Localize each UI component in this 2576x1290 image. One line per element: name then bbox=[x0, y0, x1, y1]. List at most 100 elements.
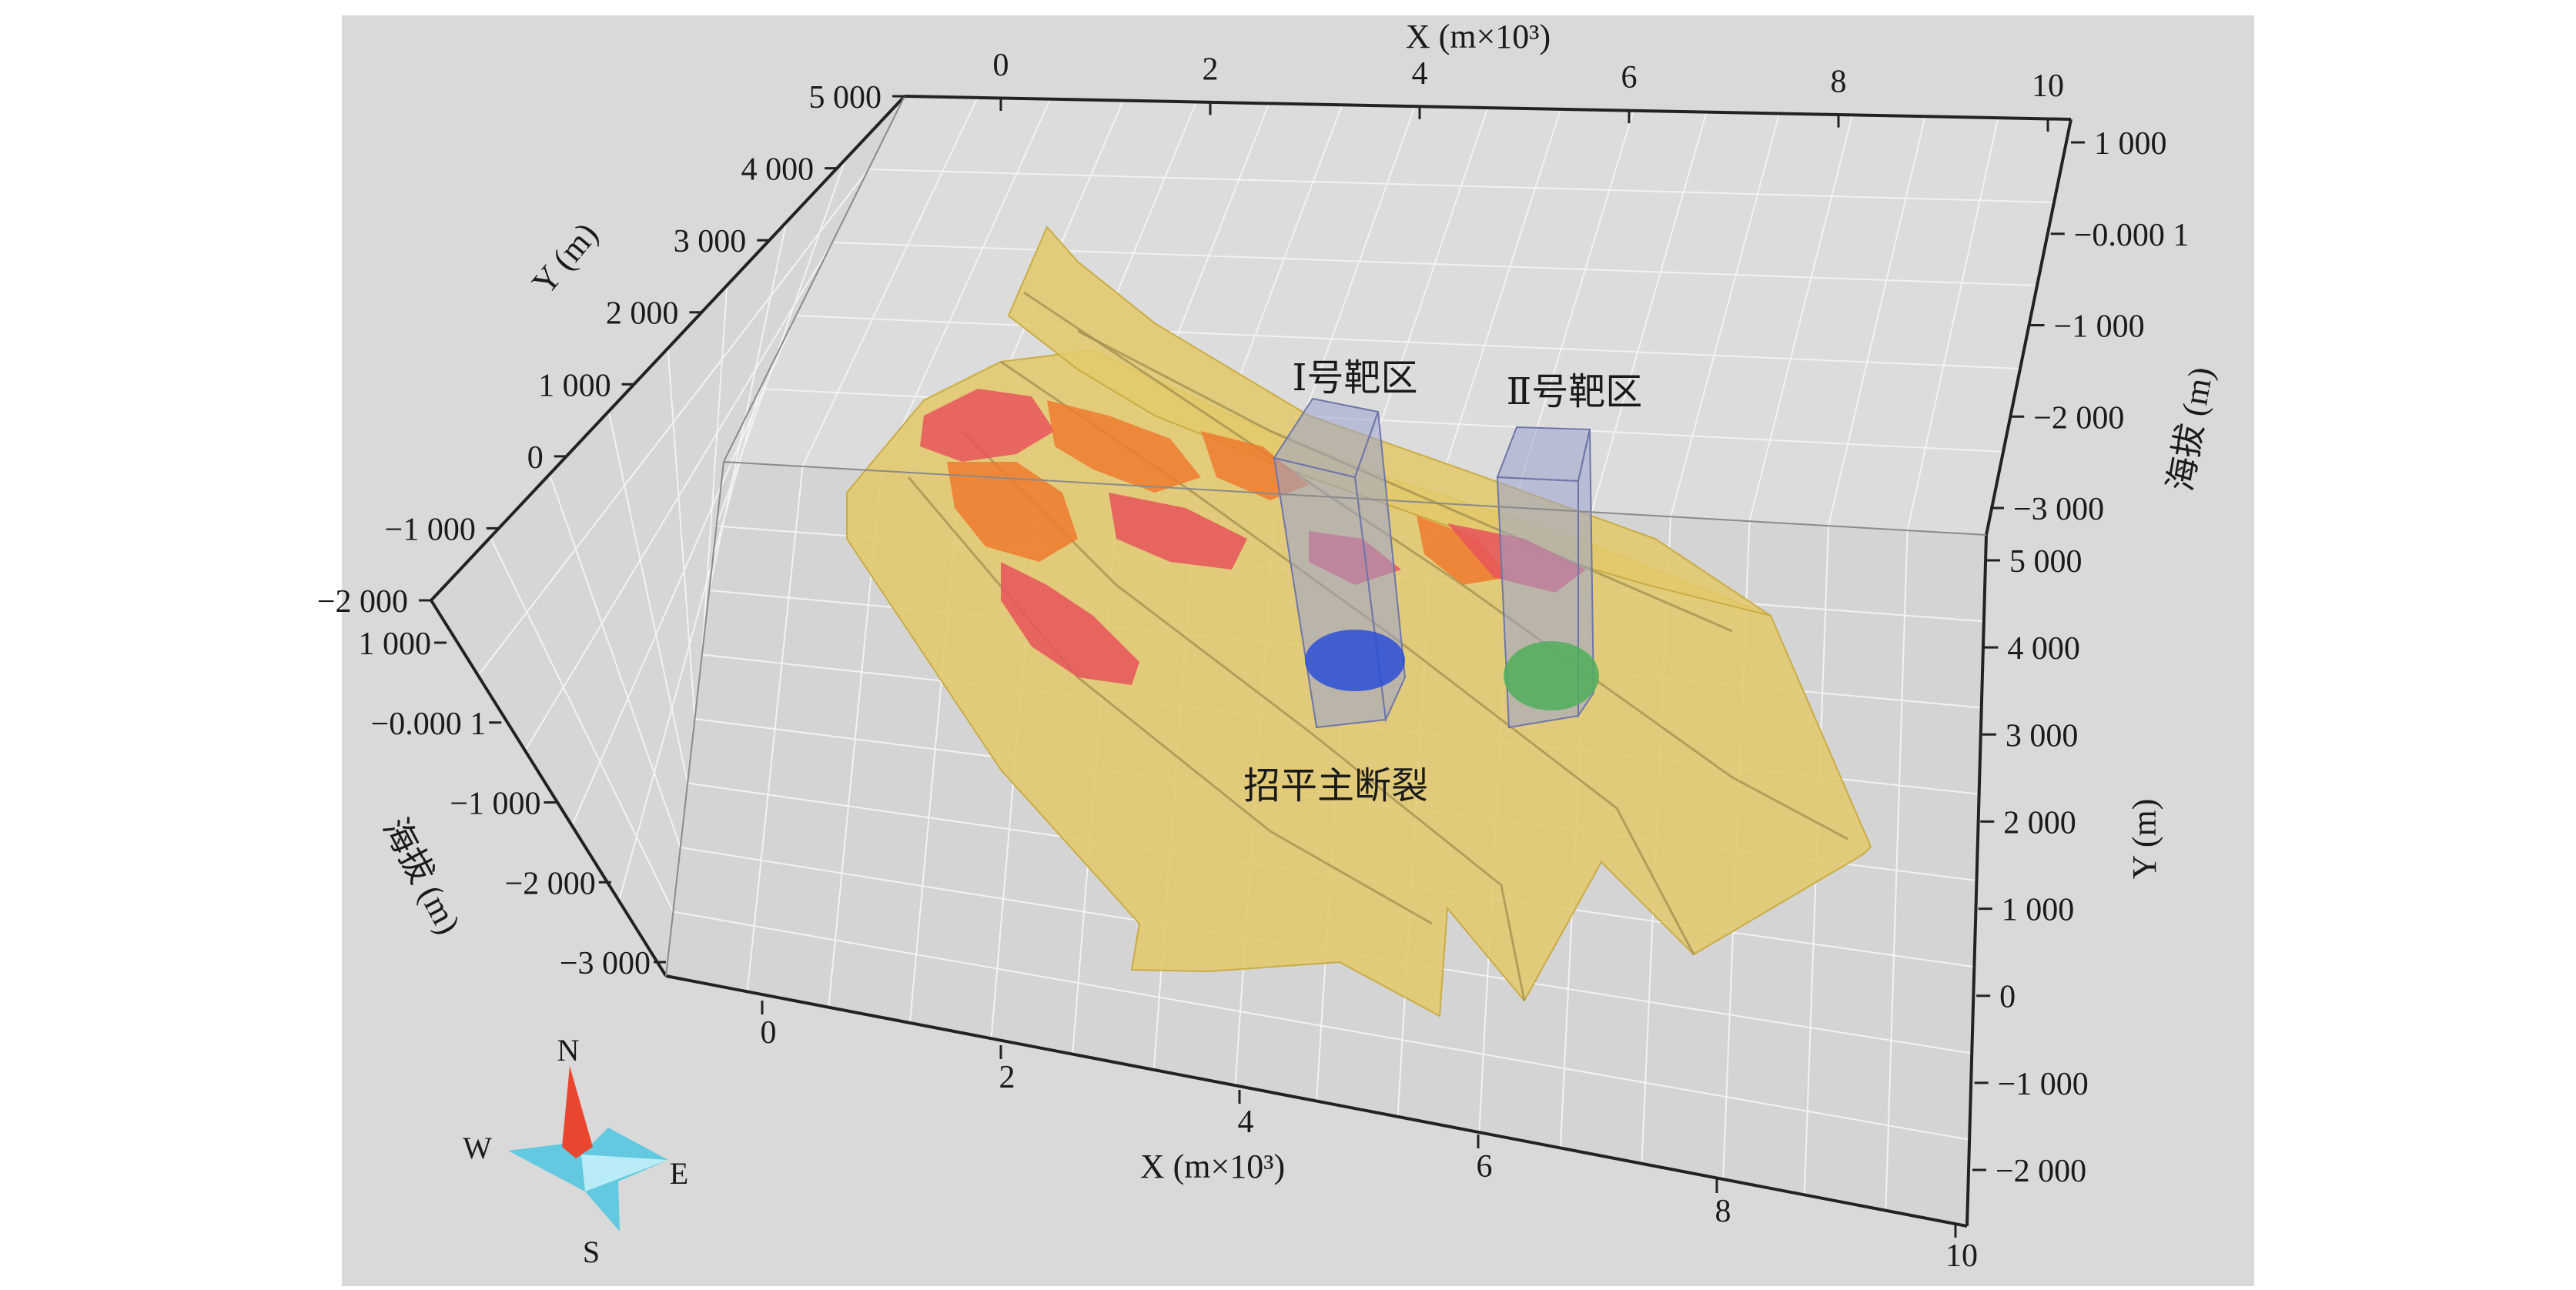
anomaly-patch-3 bbox=[1001, 562, 1139, 685]
left-wall-grid-line bbox=[618, 388, 761, 901]
axis-tick-label: 3 000 bbox=[2006, 718, 2079, 754]
frame-inner-edge bbox=[723, 461, 1987, 536]
compass-rose: N S E W bbox=[463, 1033, 688, 1269]
frame-right-vertical bbox=[1985, 119, 2073, 536]
axis-tick-label: 6 bbox=[1621, 60, 1638, 95]
axis-tick-label: 2 bbox=[1203, 52, 1219, 87]
top-x-axis-title: X (m×10³) bbox=[1406, 18, 1551, 55]
left-wall-grid-line bbox=[524, 242, 833, 751]
axis-tick-label: −3 000 bbox=[2013, 492, 2104, 527]
left-wall-grid-line bbox=[715, 159, 847, 526]
axis-tick-label: 4 bbox=[1412, 56, 1428, 92]
compass-e-label: E bbox=[670, 1156, 688, 1191]
target-2-right bbox=[1577, 429, 1595, 719]
axis-tick-label: −0.000 1 bbox=[2074, 218, 2190, 253]
bottom-x-tick-labels: 0 2 4 6 8 10 bbox=[761, 1001, 1978, 1274]
fault-ridge-4 bbox=[907, 476, 1433, 925]
axis-tick-label: 6 bbox=[1477, 1149, 1493, 1185]
axis-tick-label: 3 000 bbox=[674, 224, 747, 259]
frame-bottom-edge bbox=[665, 974, 1968, 1228]
frame-left-edge bbox=[430, 95, 906, 602]
axis-tick-label: 8 bbox=[1715, 1194, 1731, 1229]
left-wall-grid-line bbox=[548, 473, 681, 848]
right-elevation-tick-labels: 1 000 −0.000 1 −1 000 −2 000 −3 000 bbox=[1990, 126, 2189, 527]
axis-tick-label: −3 000 bbox=[560, 946, 651, 981]
axis-tick-label: 2 000 bbox=[606, 296, 679, 332]
left-wall-grid-line bbox=[708, 222, 788, 591]
axis-tick-label: 0 bbox=[993, 48, 1009, 83]
left-wall-grid-line bbox=[667, 348, 696, 720]
anomaly-patch-4 bbox=[1047, 400, 1201, 493]
target-zone-1 bbox=[1273, 397, 1407, 729]
back-wall-grid-line bbox=[1906, 117, 1999, 531]
box-frame bbox=[430, 95, 2073, 1228]
fault-label: 招平主断裂 bbox=[1243, 766, 1428, 807]
target-1-label: Ⅰ号靶区 bbox=[1293, 358, 1418, 399]
axis-tick-label: 0 bbox=[761, 1015, 777, 1051]
left-wall-grid-line bbox=[489, 536, 674, 912]
axis-tick-label: 4 bbox=[1238, 1105, 1254, 1140]
compass-n-label: N bbox=[557, 1033, 580, 1068]
axis-tick-label: 1 000 bbox=[538, 368, 611, 403]
axis-tick-label: −2 000 bbox=[505, 866, 596, 901]
floor-grid-line bbox=[673, 911, 1970, 1141]
left-wall-grid-line bbox=[607, 411, 689, 784]
bottom-x-axis-title: X (m×10³) bbox=[1140, 1148, 1285, 1185]
back-wall-grid-line bbox=[1748, 115, 1853, 522]
back-wall-grid-line bbox=[831, 242, 2038, 286]
axis-tick-label: 4 000 bbox=[741, 152, 815, 188]
axis-tick-label: −2 000 bbox=[2033, 400, 2124, 436]
axis-tick-label: −2 000 bbox=[1996, 1154, 2086, 1189]
axis-tick-label: 10 bbox=[2032, 69, 2064, 104]
compass-star-highlight bbox=[581, 1155, 668, 1191]
back-wall-grid-line bbox=[1828, 116, 1926, 526]
axis-tick-label: 0 bbox=[1999, 980, 2016, 1015]
frame-left-vertical bbox=[430, 599, 667, 978]
back-wall-grid-line bbox=[1591, 112, 1708, 513]
axis-tick-label: −1 000 bbox=[1998, 1067, 2089, 1102]
back-wall-grid-line bbox=[1433, 109, 1562, 503]
axis-tick-label: 1 000 bbox=[2002, 893, 2075, 928]
right-y-axis-title: Y (m) bbox=[2126, 799, 2163, 880]
axis-tick-label: 4 000 bbox=[2007, 631, 2080, 667]
axis-tick-label: −1 000 bbox=[450, 787, 540, 822]
target-2-label: Ⅱ号靶区 bbox=[1507, 372, 1643, 413]
top-x-tick-labels: 0 2 4 6 8 10 bbox=[993, 48, 2064, 132]
left-y-tick-labels: 5 000 4 000 3 000 2 000 1 000 0 −1 000 −2 000 bbox=[317, 80, 905, 620]
axis-tick-label: 0 bbox=[527, 440, 544, 476]
frame-right-edge bbox=[1965, 534, 1988, 1227]
frame-top-edge bbox=[904, 95, 2072, 121]
back-wall-grid-line bbox=[1670, 113, 1781, 517]
target-zone-2 bbox=[1496, 426, 1599, 729]
axis-tick-label: −2 000 bbox=[317, 584, 408, 620]
axis-tick-label: 2 bbox=[999, 1060, 1015, 1095]
left-elevation-tick-labels: 1 000 −0.000 1 −1 000 −2 000 −3 000 bbox=[359, 627, 666, 981]
right-y-tick-labels: 5 000 4 000 3 000 2 000 1 000 0 −1 000 −2 000 bbox=[1972, 544, 2089, 1189]
axis-tick-label: 8 bbox=[1831, 65, 1847, 100]
axis-tick-label: −0.000 1 bbox=[371, 707, 487, 742]
frame-inner-edge bbox=[723, 95, 905, 463]
axis-tick-label: 10 bbox=[1945, 1238, 1978, 1274]
anomaly-patch-2 bbox=[947, 462, 1078, 562]
back-wall-grid-line bbox=[801, 97, 979, 467]
compass-s-label: S bbox=[583, 1235, 600, 1269]
compass-north-needle bbox=[562, 1066, 593, 1158]
back-wall-grid-line bbox=[868, 169, 2055, 203]
back-wall-grid-line bbox=[881, 99, 1052, 472]
axis-tick-label: 5 000 bbox=[809, 80, 882, 115]
back-wall-grid-line bbox=[795, 315, 2021, 369]
left-wall-grid-line bbox=[571, 315, 797, 827]
anomaly-patch-1 bbox=[920, 389, 1055, 462]
left-wall-grid-line bbox=[477, 169, 869, 677]
axis-tick-label: 2 000 bbox=[2003, 805, 2076, 841]
anomaly-patch-5 bbox=[1109, 493, 1247, 570]
axis-tick-label: 1 000 bbox=[2094, 126, 2167, 162]
axis-tick-label: 1 000 bbox=[359, 627, 432, 662]
left-wall bbox=[431, 96, 905, 976]
axis-tick-label: −1 000 bbox=[2054, 309, 2145, 345]
axis-tick-label: −1 000 bbox=[385, 512, 476, 547]
target-2-orebody bbox=[1504, 641, 1599, 710]
compass-w-label: W bbox=[463, 1131, 492, 1165]
target-1-orebody bbox=[1305, 630, 1405, 691]
